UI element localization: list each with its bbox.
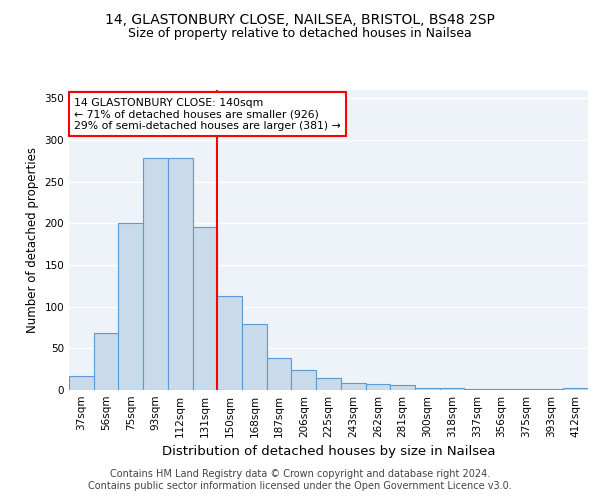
Bar [365, 384, 390, 390]
Bar [440, 388, 464, 390]
Bar [94, 334, 118, 390]
Bar [539, 389, 563, 390]
Y-axis label: Number of detached properties: Number of detached properties [26, 147, 39, 333]
Bar [489, 389, 514, 390]
Bar [514, 389, 539, 390]
Bar [415, 388, 440, 390]
X-axis label: Distribution of detached houses by size in Nailsea: Distribution of detached houses by size … [162, 446, 495, 458]
Text: Contains HM Land Registry data © Crown copyright and database right 2024.: Contains HM Land Registry data © Crown c… [110, 469, 490, 479]
Bar [563, 388, 588, 390]
Bar [242, 324, 267, 390]
Bar [292, 370, 316, 390]
Text: 14 GLASTONBURY CLOSE: 140sqm
← 71% of detached houses are smaller (926)
29% of s: 14 GLASTONBURY CLOSE: 140sqm ← 71% of de… [74, 98, 341, 130]
Bar [168, 158, 193, 390]
Bar [193, 226, 217, 390]
Bar [316, 378, 341, 390]
Text: Size of property relative to detached houses in Nailsea: Size of property relative to detached ho… [128, 28, 472, 40]
Text: Contains public sector information licensed under the Open Government Licence v3: Contains public sector information licen… [88, 481, 512, 491]
Bar [118, 224, 143, 390]
Bar [341, 382, 365, 390]
Bar [390, 385, 415, 390]
Bar [464, 389, 489, 390]
Text: 14, GLASTONBURY CLOSE, NAILSEA, BRISTOL, BS48 2SP: 14, GLASTONBURY CLOSE, NAILSEA, BRISTOL,… [105, 12, 495, 26]
Bar [69, 376, 94, 390]
Bar [143, 158, 168, 390]
Bar [217, 296, 242, 390]
Bar [267, 358, 292, 390]
